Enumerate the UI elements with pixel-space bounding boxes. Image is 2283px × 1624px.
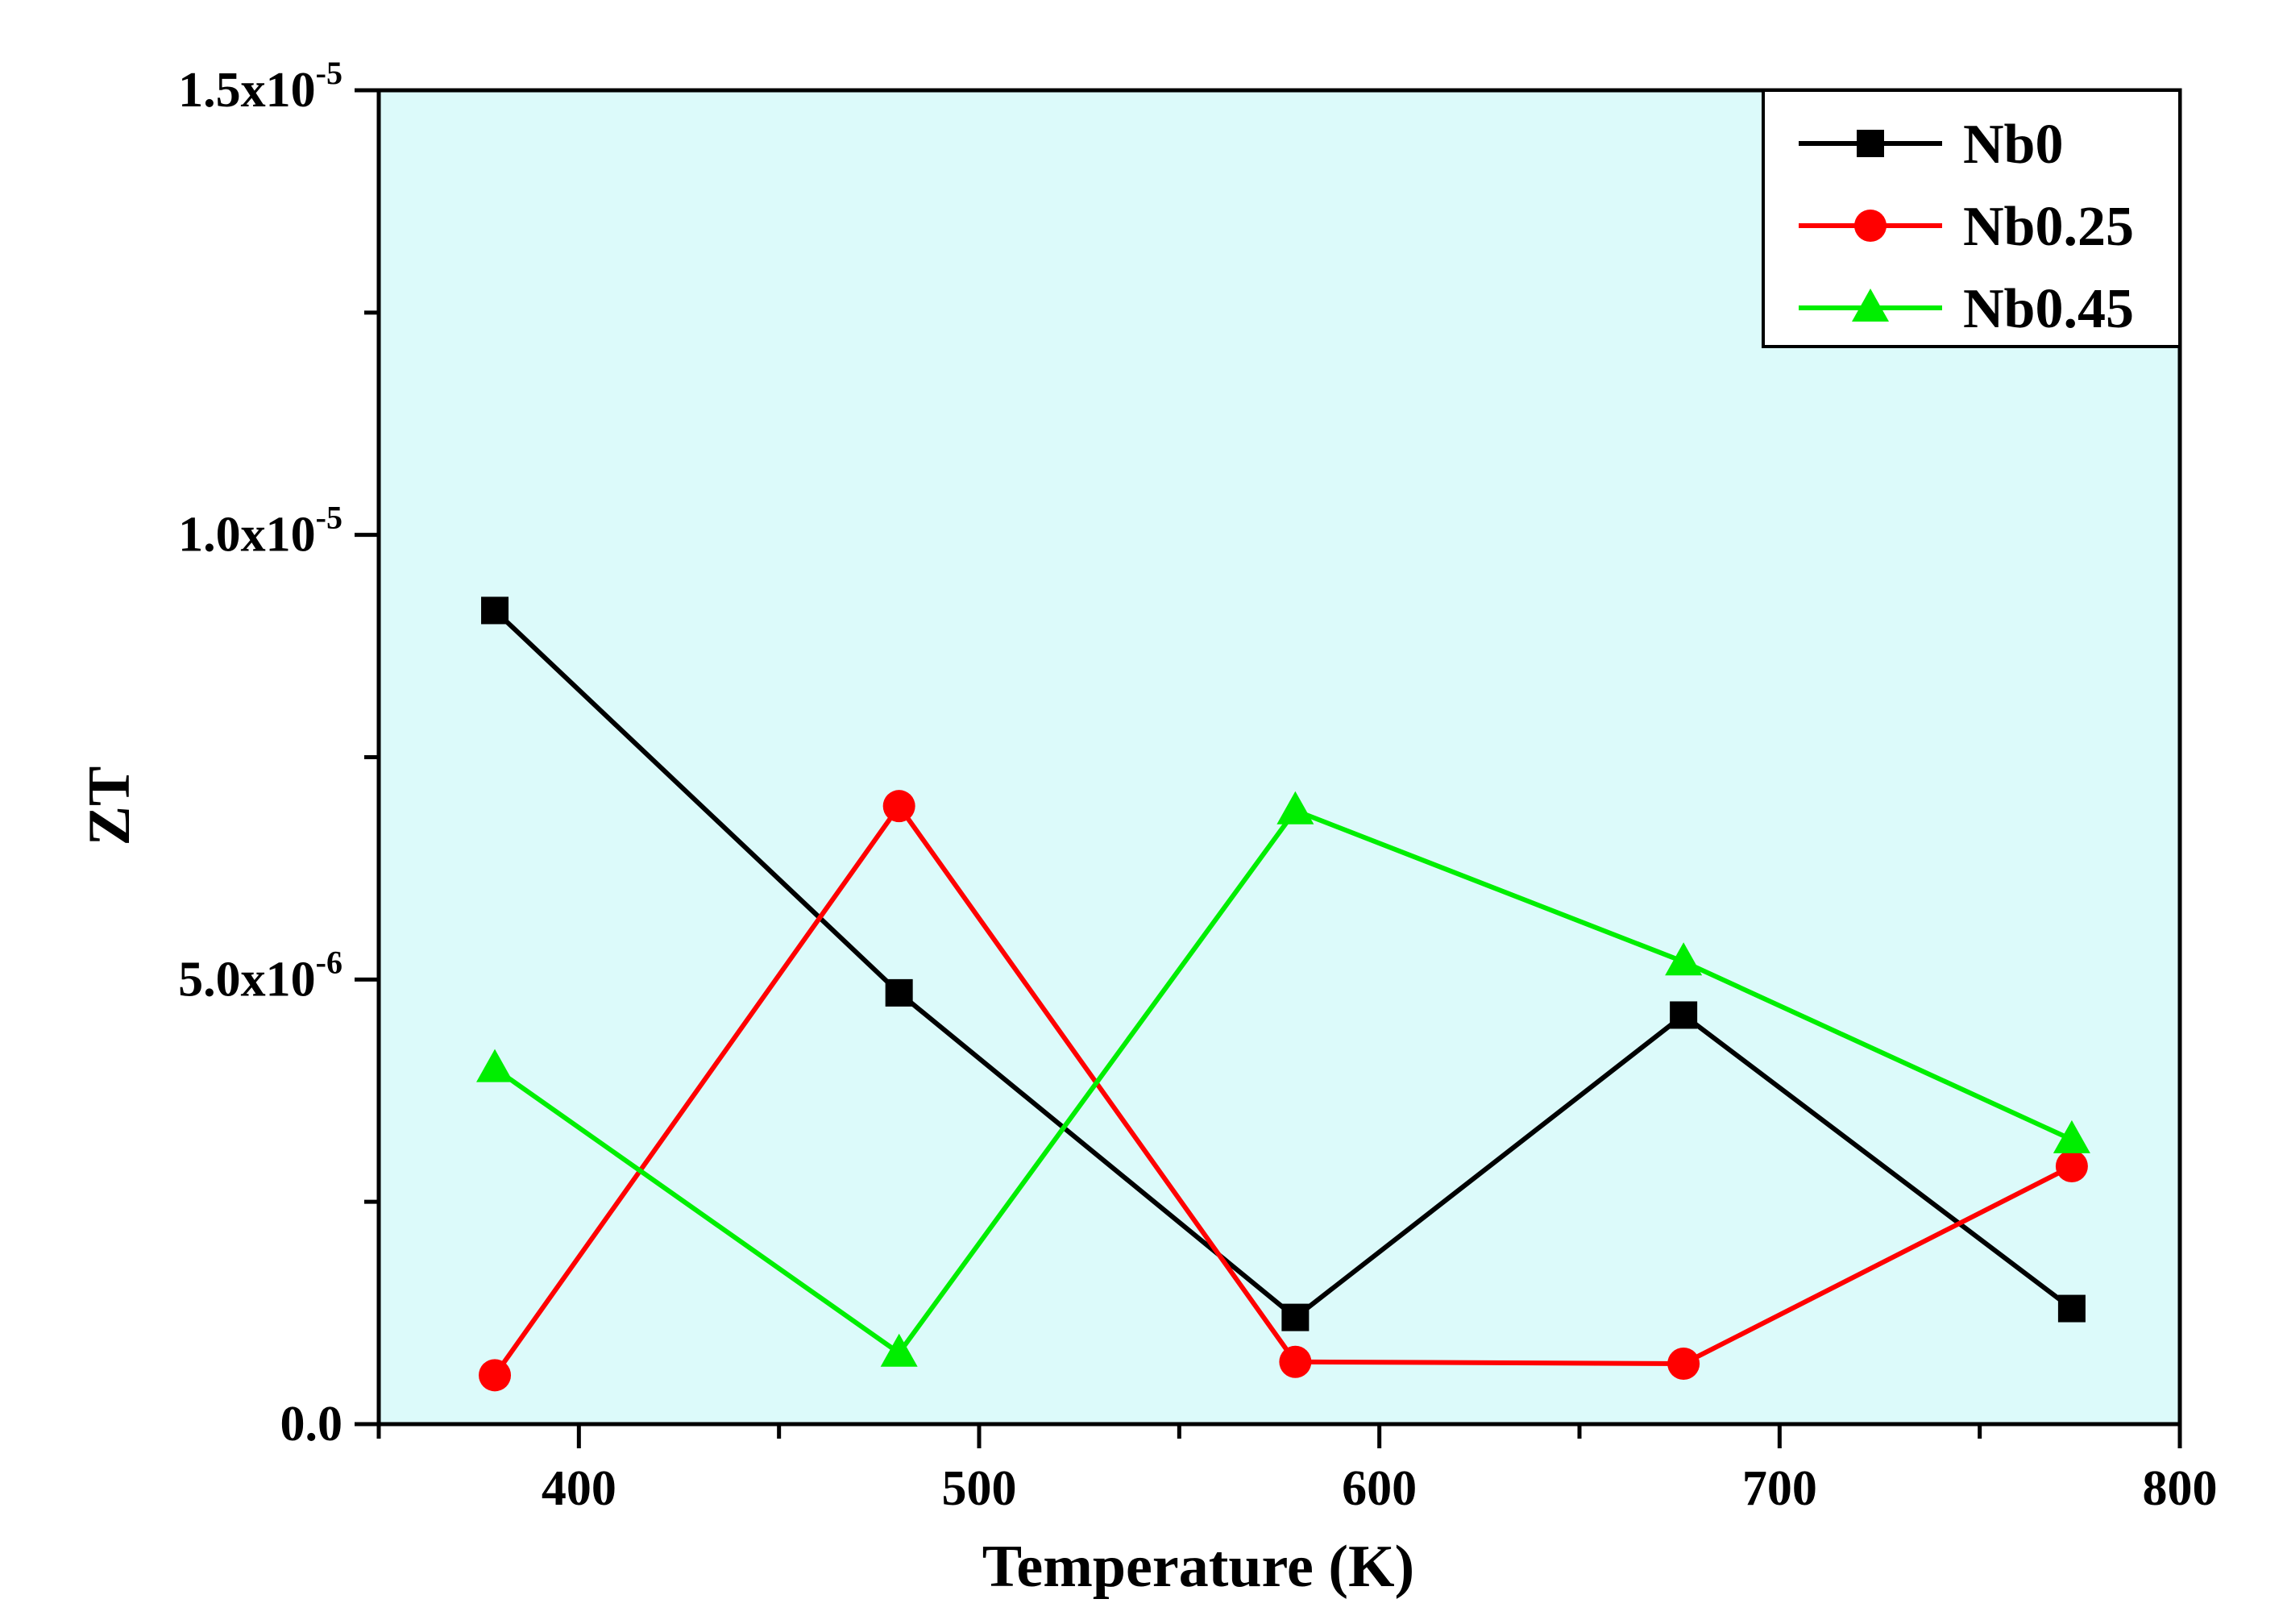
legend-label: Nb0 <box>1963 114 2063 176</box>
series-layer <box>476 596 2090 1392</box>
data-point <box>1281 1303 1310 1331</box>
y-axis-title: ZT <box>77 766 143 846</box>
data-point <box>1279 1345 1312 1378</box>
series-Nb0 <box>481 596 2086 1331</box>
data-point <box>885 978 913 1007</box>
x-tick-label: 500 <box>942 1461 1017 1516</box>
x-axis-title: Temperature (K) <box>982 1534 1414 1600</box>
series-Nb0.45 <box>476 791 2090 1367</box>
data-point <box>880 1333 918 1367</box>
data-point <box>2055 1150 2088 1183</box>
legend-marker <box>1857 130 1884 157</box>
legend-item: Nb0.45 <box>1799 278 2134 340</box>
data-point <box>481 596 509 625</box>
legend: Nb0 Nb0.25 Nb0.45 <box>1762 89 2181 348</box>
x-tick-label: 700 <box>1742 1461 1817 1516</box>
data-point <box>2057 1294 2086 1323</box>
data-point <box>882 790 915 823</box>
data-point <box>1670 1001 1698 1029</box>
y-tick-label: 1.5x10-5 <box>178 55 342 118</box>
data-point <box>479 1359 512 1392</box>
legend-item: Nb0.25 <box>1799 196 2134 258</box>
series-Nb0.25 <box>479 790 2088 1392</box>
data-point <box>1276 791 1314 824</box>
legend-label: Nb0.45 <box>1963 278 2134 340</box>
data-point <box>1665 942 1703 976</box>
x-tick-label: 600 <box>1342 1461 1417 1516</box>
x-tick-label: 800 <box>2143 1461 2218 1516</box>
legend-label: Nb0.25 <box>1963 196 2134 258</box>
data-point <box>2053 1119 2090 1153</box>
legend-item: Nb0 <box>1799 114 2063 176</box>
axis-layer: 400 500 600 700 800 0.0 5.0x10-6 1.0x10-5 1.5x10… <box>178 55 2217 1516</box>
y-tick-label: 5.0x10-6 <box>178 944 342 1007</box>
y-tick-label: 1.0x10-5 <box>178 500 342 563</box>
data-point <box>476 1049 514 1082</box>
legend-marker <box>1852 289 1889 322</box>
y-tick-label: 0.0 <box>280 1397 343 1452</box>
legend-box <box>1762 89 2181 348</box>
x-tick-label: 400 <box>542 1461 616 1516</box>
data-point <box>1667 1347 1700 1380</box>
legend-marker <box>1854 210 1887 242</box>
